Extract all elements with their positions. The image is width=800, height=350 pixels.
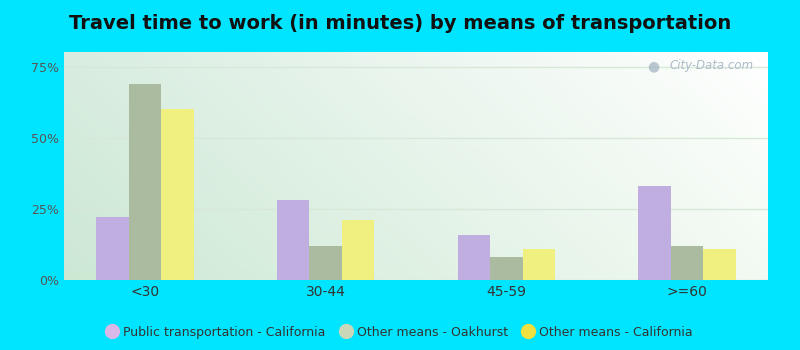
Bar <box>96 217 129 280</box>
Bar <box>310 246 342 280</box>
Bar <box>129 84 161 280</box>
Bar <box>671 246 703 280</box>
Bar <box>490 257 522 280</box>
Bar <box>277 200 310 280</box>
Bar <box>342 220 374 280</box>
Text: City-Data.com: City-Data.com <box>670 59 754 72</box>
Text: ●: ● <box>646 59 659 73</box>
Bar <box>703 249 736 280</box>
Bar <box>522 249 555 280</box>
Legend: Public transportation - California, Other means - Oakhurst, Other means - Califo: Public transportation - California, Othe… <box>102 321 698 344</box>
Bar <box>638 186 671 280</box>
Text: Travel time to work (in minutes) by means of transportation: Travel time to work (in minutes) by mean… <box>69 14 731 33</box>
Bar <box>458 234 490 280</box>
Bar <box>161 109 194 280</box>
